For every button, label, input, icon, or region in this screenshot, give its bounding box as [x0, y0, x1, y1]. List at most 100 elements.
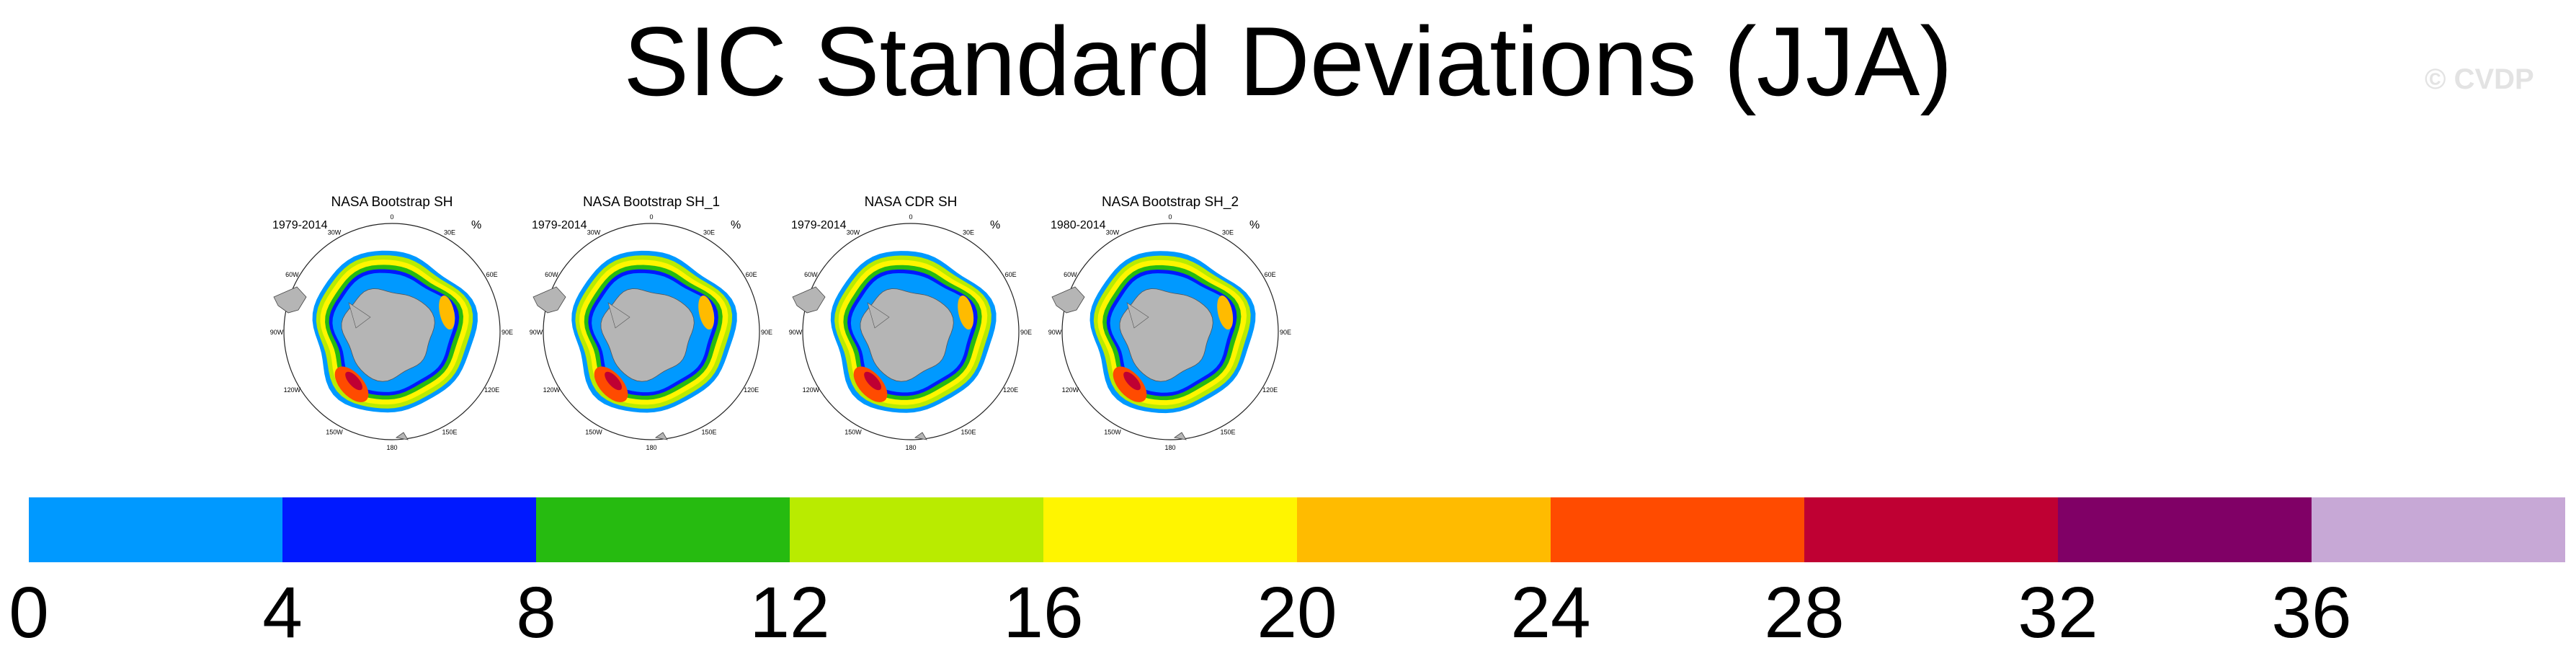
east-hotspot — [698, 296, 715, 330]
longitude-label: 30E — [703, 229, 715, 236]
longitude-label: 90E — [1020, 329, 1032, 336]
longitude-label: 180 — [646, 444, 656, 451]
panel-years: 1979-2014 — [791, 219, 847, 231]
island-land — [395, 432, 409, 440]
panel-years: 1980-2014 — [1051, 219, 1106, 231]
south-america-land — [273, 286, 307, 314]
polar-map: 0 30E 60E 90E 120E 150E 180 150W 120W 90W 60W 30W — [270, 213, 513, 451]
colorbar-segment — [1043, 497, 1298, 562]
longitude-label: 60W — [1064, 271, 1077, 278]
antarctic-peninsula — [867, 302, 890, 329]
colorbar-tick-label: 16 — [1003, 572, 1084, 653]
longitude-label: 120E — [1003, 386, 1018, 394]
longitude-label: 120W — [284, 386, 301, 394]
longitude-label: 0 — [1168, 213, 1172, 221]
polar-map: 0 30E 60E 90E 120E 150E 180 150W 120W 90W 60W 30W — [789, 213, 1032, 451]
longitude-label: 60E — [746, 271, 757, 278]
longitude-label: 120E — [484, 386, 499, 394]
panel-title: NASA Bootstrap SH_1 — [582, 195, 721, 210]
panel-title: NASA CDR SH — [864, 195, 958, 210]
longitude-label: 90W — [789, 329, 803, 336]
panel-unit: % — [471, 219, 482, 231]
longitude-label: 90W — [270, 329, 284, 336]
longitude-label: 30W — [1106, 229, 1120, 236]
longitude-label: 150E — [961, 429, 976, 436]
east-hotspot — [1217, 296, 1234, 330]
east-hotspot — [439, 296, 455, 330]
colorbar-segment — [2312, 497, 2565, 562]
colorbar-tick-label: 32 — [2018, 572, 2098, 653]
antarctica-land — [1119, 288, 1213, 382]
south-america-land — [532, 286, 566, 314]
longitude-label: 60E — [486, 271, 498, 278]
colorbar-tick-label: 36 — [2271, 572, 2352, 653]
colorbar-segment — [1551, 497, 1805, 562]
polar-map: 0 30E 60E 90E 120E 150E 180 150W 120W 90W 60W 30W — [1048, 213, 1291, 451]
island-land — [654, 432, 668, 440]
longitude-label: 180 — [1164, 444, 1175, 451]
south-america-land — [1051, 286, 1085, 314]
longitude-label: 90E — [761, 329, 772, 336]
panel-title: NASA Bootstrap SH — [331, 195, 453, 210]
longitude-label: 120W — [1062, 386, 1079, 394]
longitude-label: 150W — [326, 429, 343, 436]
antarctic-peninsula — [607, 302, 630, 329]
longitude-label: 120W — [803, 386, 820, 394]
antarctica-land — [860, 288, 954, 382]
longitude-label: 0 — [390, 213, 393, 221]
longitude-label: 120E — [1262, 386, 1278, 394]
longitude-label: 120E — [744, 386, 759, 394]
panel-years: 1979-2014 — [532, 219, 587, 231]
ross-sea-peak — [605, 371, 622, 391]
colorbar-segment — [790, 497, 1044, 562]
longitude-label: 60E — [1005, 271, 1017, 278]
colorbar-svg — [29, 497, 2565, 562]
longitude-label: 90E — [502, 329, 513, 336]
colorbar-tick-label: 20 — [1257, 572, 1337, 653]
map-panel-nasa-bootstrap-sh-1: 0 30E 60E 90E 120E 150E 180 150W 120W 90W 60W 30W N… — [526, 189, 777, 463]
longitude-label: 150E — [442, 429, 457, 436]
longitude-label: 90E — [1280, 329, 1291, 336]
colorbar-segment — [1804, 497, 2059, 562]
colorbar-tick-label: 24 — [1510, 572, 1591, 653]
panel-unit: % — [731, 219, 741, 231]
longitude-label: 150W — [585, 429, 602, 436]
longitude-label: 150E — [1220, 429, 1235, 436]
longitude-label: 0 — [649, 213, 653, 221]
longitude-label: 90W — [1048, 329, 1062, 336]
longitude-label: 120W — [543, 386, 561, 394]
longitude-label: 150E — [701, 429, 716, 436]
ross-sea-peak — [1123, 371, 1141, 391]
antarctica-land — [600, 288, 695, 382]
longitude-label: 150W — [1104, 429, 1121, 436]
south-america-land — [792, 286, 826, 314]
watermark: © CVDP — [2425, 63, 2534, 95]
longitude-label: 30W — [847, 229, 860, 236]
antarctic-peninsula — [348, 302, 371, 329]
island-land — [1173, 432, 1187, 440]
colorbar — [29, 497, 2565, 562]
panel-years: 1979-2014 — [272, 219, 328, 231]
longitude-label: 90W — [530, 329, 543, 336]
longitude-label: 180 — [386, 444, 397, 451]
colorbar-tick-label: 28 — [1764, 572, 1845, 653]
longitude-label: 60W — [285, 271, 299, 278]
east-hotspot — [958, 296, 974, 330]
longitude-label: 30E — [1222, 229, 1234, 236]
longitude-label: 60W — [545, 271, 558, 278]
panel-title: NASA Bootstrap SH_2 — [1101, 195, 1239, 210]
colorbar-segment — [2058, 497, 2312, 562]
panel-unit: % — [990, 219, 1001, 231]
page-title: SIC Standard Deviations (JJA) — [623, 6, 1953, 116]
colorbar-tick-label: 12 — [749, 572, 830, 653]
polar-map: 0 30E 60E 90E 120E 150E 180 150W 120W 90W 60W 30W — [530, 213, 772, 451]
colorbar-tick-label: 0 — [9, 572, 49, 653]
longitude-label: 30W — [587, 229, 601, 236]
antarctica-land — [341, 288, 435, 382]
ross-sea-peak — [345, 371, 362, 391]
colorbar-segment — [536, 497, 790, 562]
island-land — [914, 432, 927, 440]
colorbar-segment — [1297, 497, 1551, 562]
longitude-label: 30E — [963, 229, 974, 236]
map-panel-nasa-bootstrap-sh: 0 30E 60E 90E 120E 150E 180 150W 120W 90W 60W 30W N… — [267, 189, 517, 463]
